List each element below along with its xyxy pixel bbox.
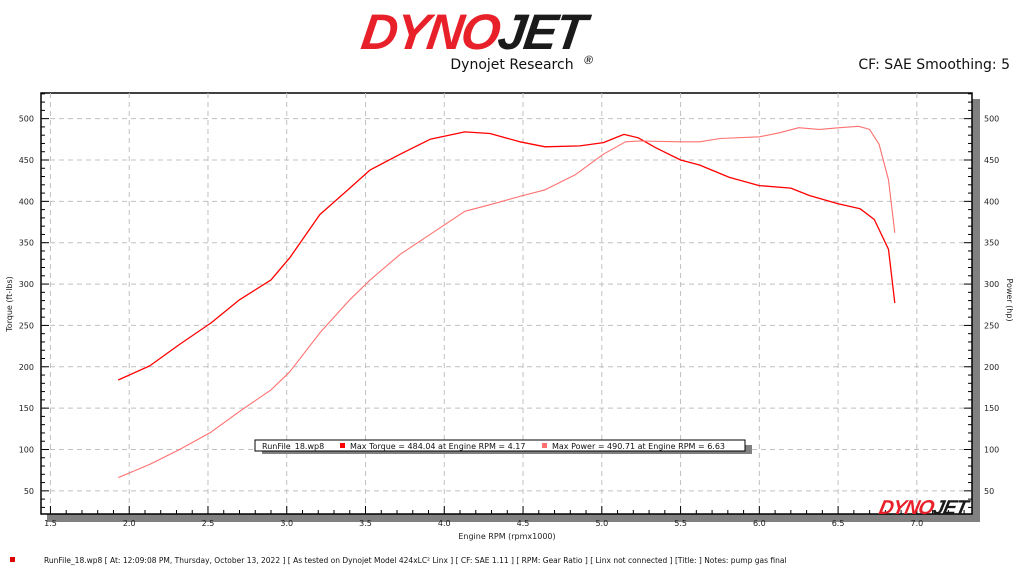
series-torque-line [117,131,896,381]
y-right-tick-label: 500 [984,115,999,124]
y-axis-label-left: Torque (ft-lbs) [5,276,14,333]
legend: RunFile_18.wp8 Max Torque = 484.04 at En… [254,439,752,454]
run-info-footer: RunFile_18.wp8 [ At: 12:09:08 PM, Thursd… [44,556,787,565]
x-tick-label: 6.0 [753,519,766,528]
y-right-tick-label: 200 [984,363,999,372]
y-right-tick-label: 150 [984,404,999,413]
legend-power: Max Power = 490.71 at Engine RPM = 6.63 [552,442,725,451]
x-tick-label: 5.0 [595,519,608,528]
y-left-tick-label: 200 [19,363,34,372]
watermark-dyno: DYNO [877,497,937,519]
x-tick-label: 3.0 [280,519,293,528]
y-right-tick-label: 50 [984,487,994,496]
y-left-tick-label: 100 [19,445,34,454]
watermark-logo: DYNO JET [877,497,972,519]
x-tick-label: 4.5 [517,519,530,528]
y-left-tick-label: 300 [19,280,34,289]
y-left-tick-label: 250 [19,321,34,330]
y-right-tick-label: 300 [984,280,999,289]
y-left-tick-label: 50 [24,487,34,496]
watermark-jet: JET [931,497,972,519]
legend-power-swatch [542,443,547,448]
x-tick-label: 7.0 [910,519,923,528]
x-tick-label: 4.0 [438,519,451,528]
legend-file: RunFile_18.wp8 [262,442,324,451]
y-axis-label-right: Power (hp) [1005,278,1014,321]
y-right-tick-label: 350 [984,239,999,248]
y-right-tick-label: 400 [984,197,999,206]
y-left-tick-label: 400 [19,197,34,206]
x-tick-label: 1.5 [44,519,57,528]
x-tick-label: 2.0 [123,519,136,528]
plot-shadow-bottom [47,514,980,522]
x-tick-label: 5.5 [674,519,687,528]
legend-box [254,439,746,452]
y-right-tick-label: 250 [984,321,999,330]
plot-shadow-right [972,99,980,522]
y-left-tick-label: 350 [19,239,34,248]
y-right-tick-label: 100 [984,445,999,454]
y-left-tick-label: 500 [19,115,34,124]
chart-subtitle: Dynojet Research [450,57,574,73]
legend-torque-swatch [340,443,345,448]
legend-torque: Max Torque = 484.04 at Engine RPM = 4.17 [350,442,525,451]
y-left-tick-label: 150 [19,404,34,413]
x-axis-label: Engine RPM (rpmx1000) [458,532,555,541]
footer-marker [10,557,15,562]
y-right-tick-label: 450 [984,156,999,165]
y-left-tick-label: 450 [19,156,34,165]
x-tick-label: 2.5 [202,519,215,528]
series-power-line [117,125,896,479]
x-tick-label: 6.5 [832,519,845,528]
correction-factor-label: CF: SAE Smoothing: 5 [858,57,1010,73]
x-tick-label: 3.5 [359,519,372,528]
